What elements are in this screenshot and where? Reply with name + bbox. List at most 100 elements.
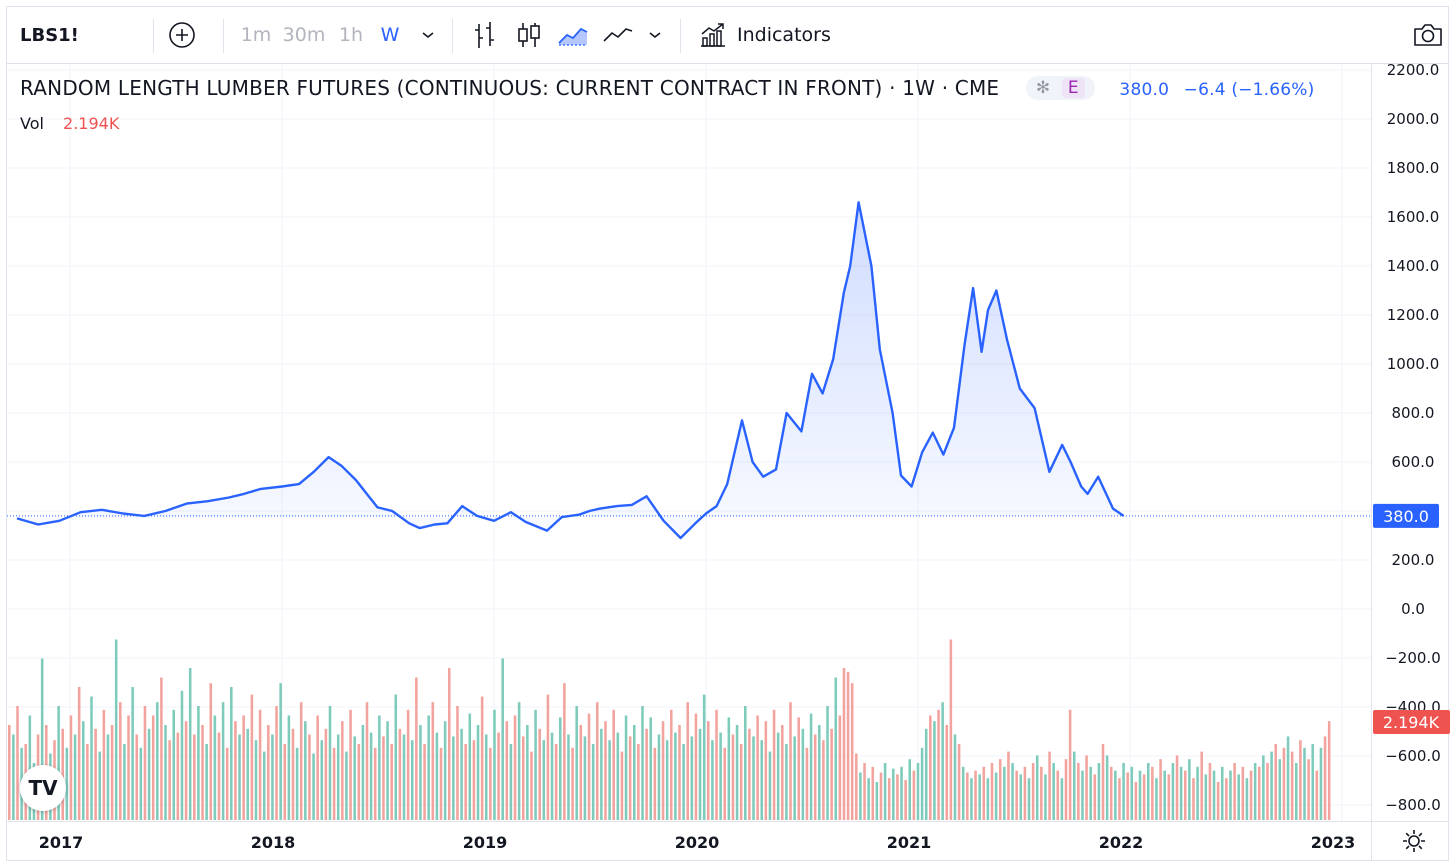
volume-bar: [526, 725, 529, 820]
volume-bar: [575, 706, 578, 820]
volume-bar: [583, 736, 587, 820]
volume-bar: [900, 766, 903, 820]
volume-bar: [517, 702, 521, 820]
volume-bar: [139, 747, 143, 820]
volume-bar: [250, 694, 254, 820]
events-badge[interactable]: ✻ E: [1025, 76, 1095, 100]
volume-bar: [1175, 755, 1179, 820]
interval-1m[interactable]: 1m: [240, 24, 272, 46]
symbol-search-button[interactable]: LBS1!: [20, 7, 79, 63]
volume-bar: [254, 740, 258, 820]
volume-bar: [1151, 766, 1154, 820]
volume-bar: [550, 732, 554, 820]
price-axis[interactable]: 2200.0 2000.0 1800.0 1600.0 1400.0 1200.0 1000…: [1385, 61, 1441, 814]
volume-bar: [715, 709, 718, 820]
volume-bar: [267, 725, 270, 820]
price-line: [16, 201, 1125, 540]
volume-bar: [452, 736, 455, 820]
y-tick-label: 0.0: [1401, 600, 1425, 618]
settings-button[interactable]: [1401, 828, 1427, 858]
volume-bar: [694, 713, 698, 820]
volume-bar: [238, 734, 241, 820]
volume-bar: [1270, 751, 1273, 820]
volume-bar: [489, 747, 492, 820]
volume-bar: [480, 696, 484, 820]
volume-bar: [156, 702, 159, 820]
line-style-button[interactable]: [602, 7, 634, 63]
volume-bar: [542, 740, 546, 820]
price-area-fill: [17, 202, 1124, 539]
volume-bar: [1097, 763, 1101, 820]
y-tick-label: 800.0: [1392, 404, 1435, 422]
volume-bar: [1134, 782, 1138, 820]
volume-bar: [698, 728, 702, 820]
volume-bar: [1138, 770, 1142, 820]
volume-bar: [600, 728, 603, 820]
volume-bar: [398, 728, 402, 820]
x-tick-label: 2018: [251, 833, 296, 852]
volume-bar: [628, 736, 632, 820]
volume-bar: [193, 734, 196, 820]
volume-bar: [1249, 770, 1253, 820]
y-tick-label: 2200.0: [1387, 61, 1440, 79]
bars-style-button[interactable]: [472, 7, 498, 63]
volume-bar: [110, 725, 114, 820]
volume-bar: [127, 715, 130, 820]
area-chart-icon: [558, 27, 588, 46]
volume-bar: [801, 728, 805, 820]
volume-bar: [867, 778, 870, 820]
interval-dropdown-button[interactable]: [421, 7, 435, 63]
interval-1h[interactable]: 1h: [338, 24, 364, 46]
volume-bar: [871, 766, 875, 820]
chart-style-dropdown-button[interactable]: [648, 7, 662, 63]
volume-bar: [1064, 759, 1068, 820]
y-tick-label: 200.0: [1392, 551, 1435, 569]
tradingview-logo[interactable]: TV: [20, 765, 66, 811]
volume-bar: [789, 702, 792, 820]
volume-bar: [1109, 766, 1113, 820]
volume-bar: [920, 747, 924, 820]
volume-bar: [1245, 778, 1249, 820]
volume-bar: [723, 747, 727, 820]
volume-bar: [1225, 778, 1228, 820]
interval-30m[interactable]: 30m: [282, 24, 326, 46]
axis-tags: 380.0 2.194K: [7, 503, 1450, 734]
volume-bar: [1163, 770, 1166, 820]
area-style-button[interactable]: [557, 7, 589, 63]
volume-bar: [94, 728, 97, 820]
volume-bar: [1253, 763, 1257, 820]
interval-w[interactable]: W: [380, 24, 400, 46]
volume-bar: [937, 709, 940, 820]
x-tick-label: 2017: [39, 833, 84, 852]
volume-bar: [468, 713, 472, 820]
volume-bar: [316, 715, 319, 820]
volume-bar: [1044, 774, 1047, 820]
volume-bar: [846, 671, 850, 820]
volume-bar: [460, 728, 463, 820]
volume-bar: [102, 709, 106, 820]
toolbar-divider: [223, 19, 224, 53]
volume-bar: [151, 715, 155, 820]
volume-bar: [435, 732, 439, 820]
volume-bar: [978, 774, 981, 820]
y-tick-label: 1800.0: [1387, 159, 1440, 177]
screenshot-button[interactable]: [1412, 7, 1444, 63]
earnings-badge[interactable]: E: [1061, 78, 1085, 98]
symbol-description[interactable]: RANDOM LENGTH LUMBER FUTURES (CONTINUOUS…: [20, 76, 1000, 100]
volume-bar: [986, 778, 990, 820]
time-axis[interactable]: 2017 2018 2019 2020 2021 2022 2023: [39, 833, 1356, 852]
volume-bar: [106, 734, 110, 820]
volume-bar: [1262, 755, 1265, 820]
volume-bar: [275, 706, 278, 820]
volume-bar: [332, 747, 336, 820]
volume-bar: [974, 770, 977, 820]
volume-bar: [1015, 770, 1018, 820]
compare-add-button[interactable]: [168, 7, 196, 63]
volume-bar: [1048, 751, 1051, 820]
volume-bar: [476, 725, 480, 820]
candles-style-button[interactable]: [515, 7, 543, 63]
indicators-button[interactable]: Indicators: [699, 7, 831, 63]
volume-bar: [1052, 763, 1055, 820]
volume-bar: [1307, 759, 1310, 820]
